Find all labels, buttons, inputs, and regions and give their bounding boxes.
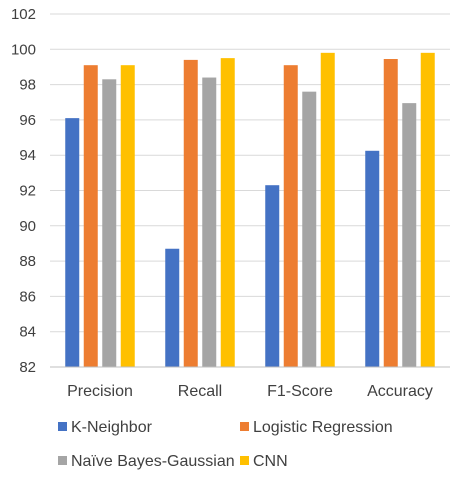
legend-label: Naïve Bayes-Gaussian: [71, 453, 235, 470]
y-tick-label: 100: [11, 41, 36, 58]
y-tick-label: 84: [19, 324, 36, 341]
y-tick-label: 90: [19, 218, 36, 235]
bar: [265, 185, 280, 367]
y-tick-label: 82: [19, 359, 36, 376]
gridlines: [50, 13, 450, 333]
y-tick-label: 96: [19, 112, 36, 129]
bar: [83, 65, 98, 367]
bars: [65, 52, 435, 368]
legend: K-Neighbor Logistic Regression Naïve Bayes…: [58, 419, 393, 470]
y-axis-ticks: 82 84 86 88 90 92 94 96 98 100 102: [11, 6, 36, 376]
y-tick-label: 98: [19, 77, 36, 94]
x-category-label: Accuracy: [367, 383, 433, 400]
x-axis-categories: Precision Recall F1-Score Accuracy: [67, 383, 433, 400]
x-category-label: Recall: [178, 383, 222, 400]
legend-swatch: [240, 456, 249, 465]
bar: [402, 103, 417, 367]
y-tick-label: 86: [19, 288, 36, 305]
legend-item: Naïve Bayes-Gaussian: [58, 453, 235, 470]
x-category-label: Precision: [67, 383, 133, 400]
y-tick-label: 102: [11, 6, 36, 23]
bar: [302, 91, 317, 367]
bar: [120, 65, 135, 367]
bar: [283, 65, 298, 367]
y-tick-label: 88: [19, 253, 36, 270]
legend-label: CNN: [253, 453, 288, 470]
y-tick-label: 92: [19, 183, 36, 200]
legend-swatch: [58, 422, 67, 431]
legend-label: K-Neighbor: [71, 419, 153, 436]
legend-swatch: [240, 422, 249, 431]
legend-swatch: [58, 456, 67, 465]
bar: [420, 52, 435, 367]
legend-item: CNN: [240, 453, 288, 470]
bar: [165, 248, 180, 367]
bar: [383, 59, 398, 367]
bar: [220, 58, 235, 367]
bar: [183, 59, 198, 367]
bar: [202, 77, 217, 367]
bar: [320, 52, 335, 367]
y-tick-label: 94: [19, 147, 36, 164]
bar: [365, 150, 380, 367]
legend-item: Logistic Regression: [240, 419, 393, 436]
bar: [102, 79, 117, 368]
legend-label: Logistic Regression: [253, 419, 393, 436]
legend-item: K-Neighbor: [58, 419, 153, 436]
x-category-label: F1-Score: [267, 383, 333, 400]
bar: [65, 118, 80, 367]
